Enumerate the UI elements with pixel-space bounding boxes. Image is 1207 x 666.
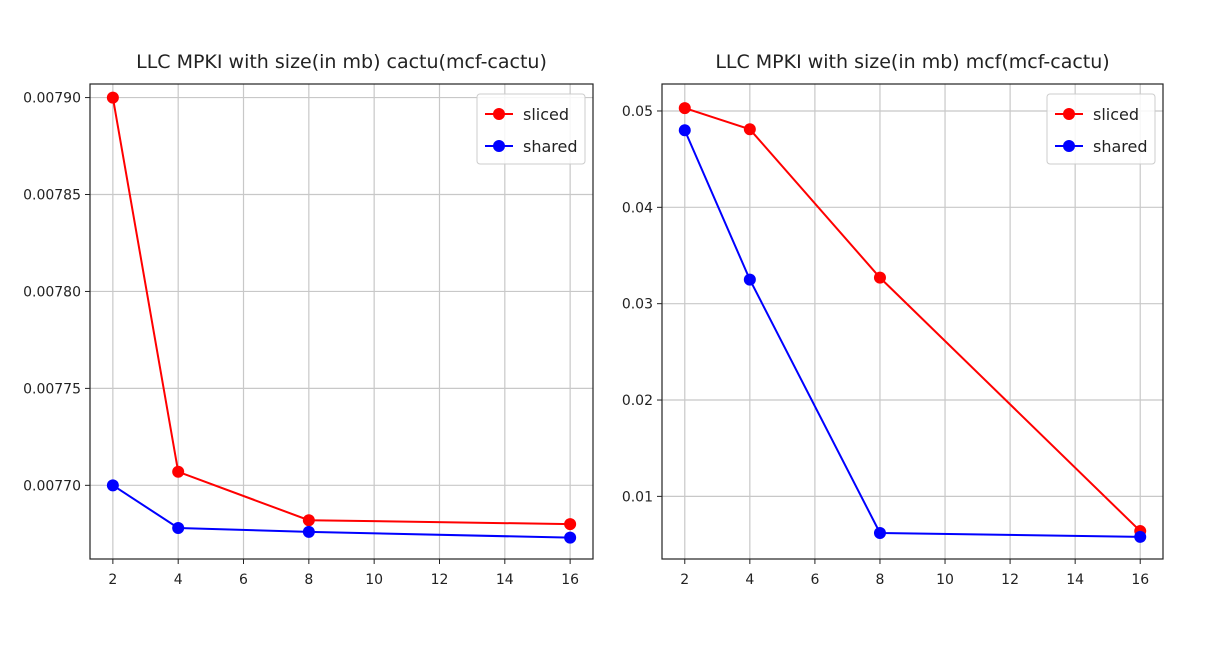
x-tick-label: 10 [365, 572, 383, 588]
x-tick-label: 4 [745, 572, 754, 588]
chart-mcf: 2 4 6 8 10 12 14 16 0.01 0.02 0.03 0.04 0.05 LLC MPKI… [622, 51, 1164, 588]
data-point-sliced [302, 514, 315, 527]
x-tick-label: 14 [1066, 572, 1084, 588]
data-point-shared [678, 124, 691, 137]
x-tick-label: 12 [1001, 572, 1019, 588]
x-tick-label: 2 [680, 572, 689, 588]
y-tick-label: 0.02 [622, 393, 653, 409]
data-point-sliced [106, 91, 119, 104]
x-tick-label: 6 [810, 572, 819, 588]
data-point-sliced [743, 123, 756, 136]
y-tick-label: 0.04 [622, 200, 653, 216]
data-point-sliced [873, 271, 886, 284]
chart-title: LLC MPKI with size(in mb) cactu(mcf-cact… [136, 51, 547, 73]
y-tick-label: 0.00780 [23, 284, 81, 300]
data-point-shared [302, 525, 315, 538]
y-tick-label: 0.05 [622, 104, 653, 120]
series-line-sliced [111, 97, 571, 526]
x-tick-label: 8 [876, 572, 885, 588]
data-point-shared [172, 521, 185, 534]
plot-frame [661, 83, 1164, 560]
series-line-shared [112, 484, 571, 539]
y-tick-label: 0.00770 [23, 478, 81, 494]
legend-label-shared: shared [523, 137, 578, 156]
x-tick-label: 10 [936, 572, 954, 588]
data-point-shared [873, 526, 886, 539]
x-tick-label: 12 [431, 572, 449, 588]
data-point-sliced [172, 465, 185, 478]
legend-marker-shared [493, 140, 505, 152]
x-tick-label: 2 [108, 572, 117, 588]
legend-marker-sliced [1063, 108, 1075, 120]
x-tick-label: 4 [174, 572, 183, 588]
series-line-shared [683, 129, 1141, 538]
data-point-shared [1134, 530, 1147, 543]
chart-title: LLC MPKI with size(in mb) mcf(mcf-cactu) [715, 51, 1109, 73]
legend-label-shared: shared [1093, 137, 1148, 156]
legend-marker-sliced [493, 108, 505, 120]
legend-label-sliced: sliced [523, 105, 569, 124]
x-tick-label: 8 [304, 572, 313, 588]
data-point-sliced [564, 518, 577, 531]
legend-marker-shared [1063, 140, 1075, 152]
y-tick-label: 0.00785 [23, 188, 81, 204]
series-line-sliced [684, 107, 1141, 532]
legend-label-sliced: sliced [1093, 105, 1139, 124]
x-tick-label: 6 [239, 572, 248, 588]
x-tick-label: 14 [496, 572, 514, 588]
x-tick-label: 16 [1131, 572, 1149, 588]
chart-cactu: 2 4 6 8 10 12 14 16 0.00770 0.00775 0.00780 0.00785… [23, 51, 594, 588]
y-tick-label: 0.01 [622, 489, 653, 505]
plot-frame [89, 83, 594, 560]
y-tick-label: 0.00775 [23, 381, 81, 397]
x-tick-label: 16 [561, 572, 579, 588]
data-point-sliced [678, 102, 691, 115]
y-tick-label: 0.00790 [23, 91, 81, 107]
data-point-shared [106, 479, 119, 492]
data-point-shared [743, 273, 756, 286]
data-point-shared [564, 531, 577, 544]
y-tick-label: 0.03 [622, 297, 653, 313]
